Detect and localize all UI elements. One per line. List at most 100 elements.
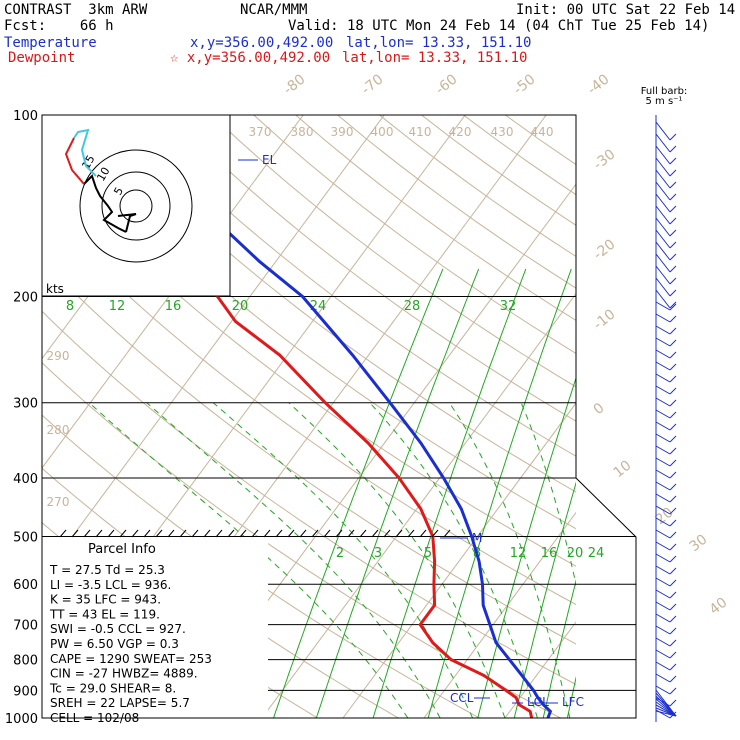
mixing-ratio-label: 5 <box>424 546 432 561</box>
wind-barb-feather <box>669 471 677 479</box>
hatch-mark <box>215 529 223 538</box>
wind-barb <box>655 553 671 563</box>
parcel-info-row: K = 35 LFC = 943. <box>50 593 161 607</box>
pressure-tick-label: 700 <box>13 619 38 634</box>
wind-barb-feather <box>669 241 677 249</box>
hatch-mark <box>239 529 247 538</box>
wind-barb <box>655 613 671 623</box>
mixing-ratio-label: 20 <box>232 299 249 314</box>
hatch-mark <box>383 529 391 538</box>
model-title: CONTRAST 3km ARW <box>4 2 148 18</box>
moist-adiabat-line <box>520 402 576 587</box>
hodograph-trace-mid <box>117 213 137 233</box>
hatch-mark <box>155 529 163 538</box>
temperature-xy: x,y=356.00,492.00 <box>190 35 334 51</box>
mixing-ratio-label: 12 <box>109 299 126 314</box>
wind-barb <box>655 457 671 467</box>
wind-barb <box>655 517 671 527</box>
wind-barb-feather <box>669 531 677 539</box>
hatch-mark <box>227 529 235 538</box>
wind-barb-feather <box>669 315 677 323</box>
plot-frame <box>41 114 637 719</box>
wind-barb-feather <box>669 351 677 359</box>
wind-barb <box>655 445 671 455</box>
parcel-info-row: Tc = 29.0 SHEAR= 8. <box>49 681 176 695</box>
hatch-mark <box>431 529 439 538</box>
hatch-mark <box>119 529 127 538</box>
dry-adiabat-line <box>42 160 576 567</box>
isotherm-line <box>504 621 576 718</box>
wind-barb-feather <box>669 507 677 515</box>
wind-barb <box>655 337 671 347</box>
theta-label: 430 <box>491 125 514 139</box>
wind-barb <box>655 565 671 575</box>
dry-adiabat-line <box>169 115 576 422</box>
wind-barb-feather <box>669 651 677 659</box>
moist-adiabat-line <box>369 402 538 718</box>
wind-barb <box>655 673 671 683</box>
isotherm-line <box>342 402 576 718</box>
isotherm-label: 10 <box>611 458 635 482</box>
wind-barb-feather <box>669 327 677 335</box>
theta-label: 290 <box>47 349 70 363</box>
mixing-ratio-line <box>604 269 717 731</box>
pressure-tick-label: 400 <box>13 472 38 487</box>
isotherm-label: -70 <box>359 71 387 98</box>
wind-barb <box>655 313 671 323</box>
wind-barb-feather <box>669 277 677 285</box>
level-marker-el: EL <box>262 153 277 167</box>
wind-barb-feather <box>669 217 677 225</box>
wind-barb-feather <box>669 555 677 563</box>
wind-barb-feather <box>669 639 677 647</box>
wind-barb-column: Full barb:5 m s⁻¹ <box>641 86 687 722</box>
wind-barb-feather <box>669 145 677 153</box>
hatch-mark <box>407 529 415 538</box>
wind-barb-feather <box>669 339 677 347</box>
wind-barb-feather <box>669 193 677 201</box>
hodograph-ring-label: 10 <box>94 165 112 184</box>
hatch-mark <box>395 529 403 538</box>
hatch-mark <box>335 529 343 538</box>
wind-barb <box>655 649 671 659</box>
wind-barb-feather <box>669 229 677 237</box>
wind-barb <box>655 481 671 491</box>
parcel-info-row: CIN = -27 HWBZ= 4889. <box>50 667 198 681</box>
wind-barb <box>655 133 671 153</box>
parcel-info-row: CAPE = 1290 SWEAT= 253 <box>50 652 212 666</box>
wind-barb <box>655 181 671 201</box>
wind-barb <box>655 397 671 407</box>
hatch-mark <box>167 529 175 538</box>
wind-barb <box>655 661 671 671</box>
isotherm-label: -60 <box>433 71 461 98</box>
isotherm-line <box>586 115 740 718</box>
wind-barb <box>655 241 671 261</box>
mixing-ratio-line <box>372 268 527 718</box>
hodograph-unit-label: kts <box>46 282 64 296</box>
wind-barb-feather <box>669 603 677 611</box>
wind-barb-feather <box>669 399 677 407</box>
wind-barb <box>655 169 671 189</box>
hatch-mark <box>275 529 283 538</box>
isotherm-line <box>667 115 740 718</box>
mixing-ratio-label: 24 <box>588 546 605 561</box>
pressure-tick-label: 1000 <box>5 712 38 727</box>
theta-label: 390 <box>331 125 354 139</box>
wind-barb-feather <box>669 289 677 297</box>
wind-barb <box>655 349 671 359</box>
wind-barb <box>655 385 671 395</box>
moist-adiabat-line <box>146 402 441 718</box>
parcel-info-row: PW = 6.50 VGP = 0.3 <box>50 637 179 651</box>
mixing-ratio-label: 12 <box>510 546 527 561</box>
hodograph-trace-red <box>64 137 85 185</box>
moist-adiabat-line <box>88 402 409 718</box>
isotherm-label: -10 <box>591 306 619 333</box>
hatch-mark <box>347 529 355 538</box>
hatch-mark <box>287 529 295 538</box>
hatch-mark <box>203 529 211 538</box>
mixing-ratio-label: 16 <box>541 546 558 561</box>
mixing-ratio-line <box>566 675 576 718</box>
pressure-tick-label: 800 <box>13 654 38 669</box>
temperature-latlon: lat,lon= 13.33, 151.10 <box>346 35 532 51</box>
hodograph-ring <box>79 149 193 263</box>
